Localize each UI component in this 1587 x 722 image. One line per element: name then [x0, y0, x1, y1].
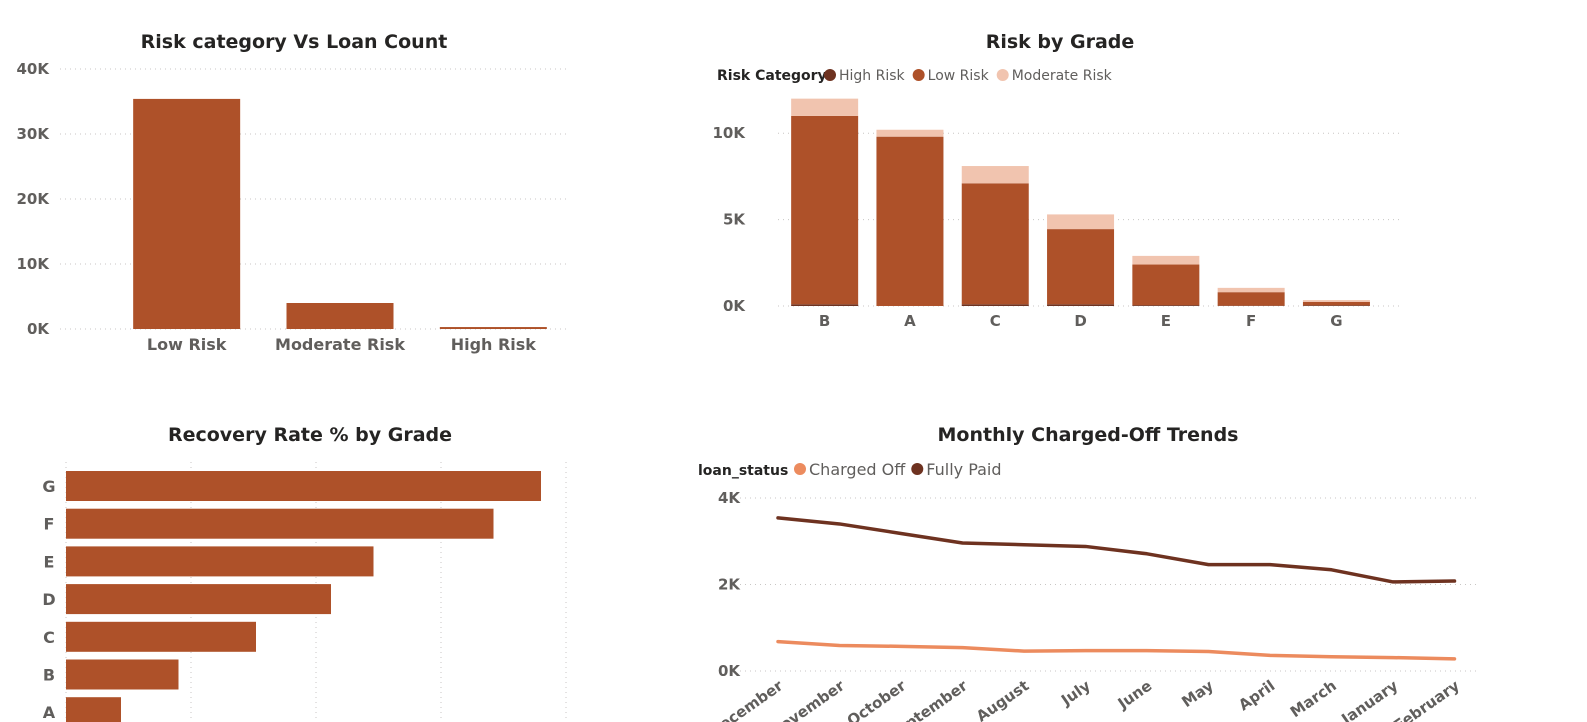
x-tick-label: August: [973, 677, 1032, 722]
bar-e-moderate-risk[interactable]: [1132, 255, 1200, 265]
legend-marker-moderate-risk: [996, 69, 1009, 81]
x-tick-label: February: [1390, 676, 1463, 722]
bar-b[interactable]: [66, 659, 179, 690]
x-tick-label: E: [1161, 312, 1171, 330]
y-tick-label: 4K: [718, 489, 741, 507]
panel-risk-by-grade: Risk by Grade Risk Category High Risk Low…: [690, 0, 1450, 380]
y-tick-label: 0K: [718, 662, 741, 680]
chart-risk-by-grade: Risk by Grade Risk Category High Risk Low…: [713, 31, 1400, 330]
x-tick-label: A: [904, 312, 916, 330]
y-tick-label: 20K: [17, 190, 51, 208]
x-tick-label: April: [1235, 677, 1278, 715]
bar-f[interactable]: [66, 508, 494, 539]
y-tick-label: C: [43, 628, 55, 647]
chart-title: Monthly Charged-Off Trends: [938, 424, 1239, 446]
bar-b-low-risk[interactable]: [791, 115, 859, 305]
bar-a-low-risk[interactable]: [876, 136, 944, 306]
panel-risk-vs-loan-count: Risk category Vs Loan Count 0K 10K 20K 30K 4…: [0, 0, 600, 380]
x-tick-label: Low Risk: [147, 335, 227, 354]
line-charged-off[interactable]: [776, 639, 1457, 661]
x-tick-label: C: [990, 312, 1001, 330]
y-tick-label: 40K: [17, 60, 51, 78]
y-tick-label: 0K: [27, 320, 50, 338]
y-tick-label: D: [42, 590, 55, 609]
y-tick-label: G: [42, 477, 55, 496]
bar-d-moderate-risk[interactable]: [1047, 214, 1115, 230]
y-tick-label: A: [43, 703, 56, 722]
legend-marker-low-risk: [912, 69, 925, 81]
bar-e[interactable]: [66, 546, 374, 577]
x-tick-label: B: [819, 312, 830, 330]
bar-a[interactable]: [66, 697, 121, 722]
x-tick-label: October: [844, 676, 910, 722]
bar-c-low-risk[interactable]: [961, 183, 1029, 305]
x-tick-label: May: [1178, 676, 1217, 711]
y-tick-label: 10K: [17, 255, 51, 273]
chart-title: Risk by Grade: [986, 31, 1135, 53]
bar-low-risk[interactable]: [133, 98, 241, 330]
y-tick-label: 0K: [723, 297, 746, 315]
bar-e-low-risk[interactable]: [1132, 264, 1200, 306]
legend-label-fully-paid[interactable]: Fully Paid: [926, 460, 1001, 479]
bar-e-high-risk[interactable]: [1132, 305, 1200, 306]
bar-g-low-risk[interactable]: [1302, 301, 1370, 306]
bar-g[interactable]: [66, 471, 541, 501]
bar-moderate-risk[interactable]: [286, 303, 394, 329]
bar-b-moderate-risk[interactable]: [791, 98, 859, 116]
x-tick-label: D: [1074, 312, 1086, 330]
legend-marker-fully-paid: [911, 463, 924, 475]
x-tick-label: March: [1287, 677, 1340, 722]
bar-f-moderate-risk[interactable]: [1217, 287, 1285, 293]
chart-title: Risk category Vs Loan Count: [141, 31, 448, 53]
x-tick-label: June: [1114, 677, 1156, 714]
chart-title: Recovery Rate % by Grade: [168, 424, 452, 446]
bar-d-low-risk[interactable]: [1047, 229, 1115, 305]
bar-a-moderate-risk[interactable]: [876, 129, 944, 137]
x-tick-label: G: [1330, 312, 1342, 330]
bar-high-risk[interactable]: [439, 327, 547, 329]
y-tick-label: 10K: [713, 124, 747, 142]
y-tick-label: B: [43, 666, 55, 685]
legend-title: Risk Category: [717, 68, 827, 84]
x-tick-label: December: [706, 676, 787, 722]
legend-title: loan_status: [698, 463, 788, 479]
legend-marker-high-risk: [824, 69, 836, 81]
bar-b-high-risk[interactable]: [791, 304, 859, 306]
legend-label-moderate-risk[interactable]: Moderate Risk: [1012, 68, 1113, 84]
legend-label-charged-off[interactable]: Charged Off: [809, 460, 906, 479]
bar-c-high-risk[interactable]: [961, 304, 1029, 306]
panel-monthly-charged-off-trends: Monthly Charged-Off Trends loan_status C…: [690, 400, 1500, 722]
x-tick-label: F: [1246, 312, 1256, 330]
y-tick-label: E: [44, 552, 55, 571]
y-tick-label: 30K: [17, 125, 51, 143]
bar-d[interactable]: [66, 584, 331, 615]
line-fully-paid[interactable]: [776, 516, 1457, 584]
x-tick-label: Moderate Risk: [275, 335, 405, 354]
legend-label-high-risk[interactable]: High Risk: [839, 68, 906, 84]
bar-g-moderate-risk[interactable]: [1302, 300, 1370, 302]
chart-risk-vs-loan-count: Risk category Vs Loan Count 0K 10K 20K 30K 4…: [17, 31, 570, 354]
x-tick-label: High Risk: [451, 335, 537, 354]
bar-c[interactable]: [66, 621, 256, 652]
y-tick-label: 2K: [718, 576, 741, 594]
y-tick-label: F: [44, 515, 55, 534]
legend-label-low-risk[interactable]: Low Risk: [928, 68, 990, 84]
bar-d-high-risk[interactable]: [1047, 304, 1115, 306]
x-tick-label: January: [1337, 676, 1401, 722]
bar-f-low-risk[interactable]: [1217, 292, 1285, 306]
bar-c-moderate-risk[interactable]: [961, 166, 1029, 184]
x-tick-label: July: [1057, 676, 1094, 709]
bar-g-high-risk[interactable]: [1302, 305, 1370, 306]
legend-marker-charged-off: [794, 463, 806, 475]
y-tick-label: 5K: [723, 211, 746, 229]
chart-monthly-charged-off-trends: Monthly Charged-Off Trends loan_status C…: [698, 424, 1480, 722]
